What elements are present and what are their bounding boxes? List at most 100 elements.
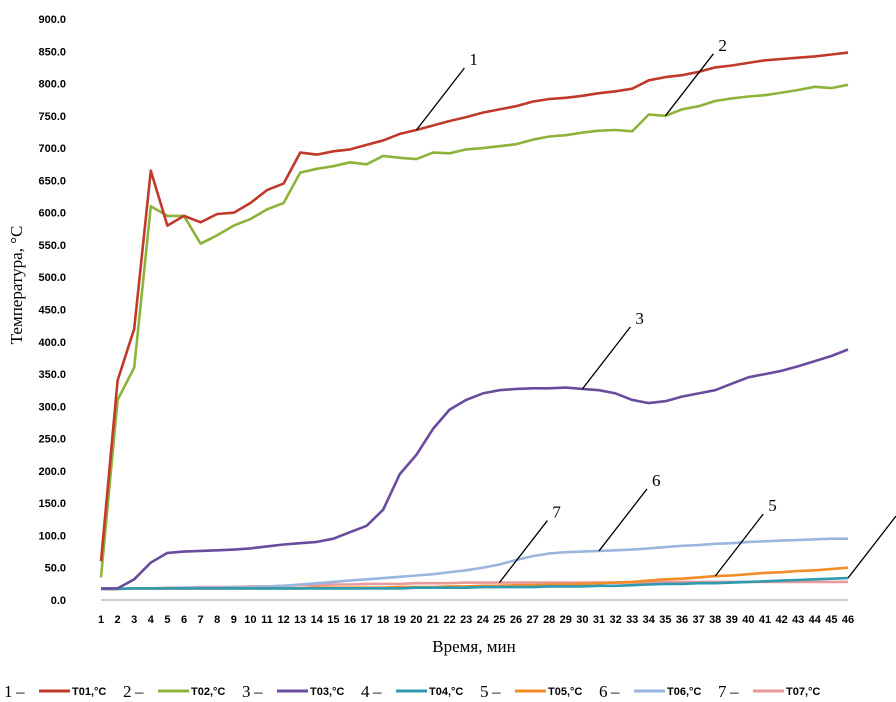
callout-label: 2 — [718, 36, 727, 55]
x-tick-label: 46 — [842, 614, 854, 626]
x-tick-label: 8 — [214, 614, 220, 626]
callout-leader — [847, 515, 896, 579]
legend-number: 1 — [4, 682, 13, 701]
y-tick-label: 400.0 — [38, 337, 66, 349]
callout-leader — [664, 53, 714, 117]
x-tick-label: 25 — [493, 614, 505, 626]
x-tick-label: 16 — [344, 614, 356, 626]
callout-label: 5 — [768, 496, 777, 515]
x-tick-label: 10 — [244, 614, 256, 626]
x-tick-label: 42 — [775, 614, 787, 626]
y-tick-label: 100.0 — [38, 530, 66, 542]
x-tick-label: 26 — [510, 614, 522, 626]
y-tick-label: 800.0 — [38, 79, 66, 91]
y-tick-label: 850.0 — [38, 46, 66, 58]
legend-dash: – — [729, 682, 739, 701]
legend-dash: – — [491, 682, 501, 701]
x-tick-label: 12 — [277, 614, 289, 626]
y-tick-label: 150.0 — [38, 498, 66, 510]
x-tick-label: 20 — [410, 614, 422, 626]
callout-label: 7 — [552, 503, 561, 522]
x-tick-label: 33 — [626, 614, 638, 626]
x-tick-label: 27 — [526, 614, 538, 626]
legend-dash: – — [15, 682, 25, 701]
x-tick-label: 40 — [742, 614, 754, 626]
series-line-2 — [99, 83, 849, 578]
legend-label: Т03,°С — [310, 686, 344, 698]
legend-number: 2 — [123, 682, 132, 701]
callout-leader — [598, 488, 648, 552]
legend-number: 7 — [718, 682, 727, 701]
y-tick-label: 200.0 — [38, 466, 66, 478]
x-tick-label: 22 — [443, 614, 455, 626]
legend-label: Т05,°С — [548, 686, 582, 698]
x-tick-label: 24 — [477, 614, 490, 626]
series-line-1 — [99, 51, 849, 562]
x-tick-label: 32 — [609, 614, 621, 626]
legend-dash: – — [610, 682, 620, 701]
x-tick-label: 5 — [164, 614, 170, 626]
legend-dash: – — [134, 682, 144, 701]
y-tick-label: 650.0 — [38, 175, 66, 187]
x-tick-label: 21 — [427, 614, 439, 626]
callout-label: 3 — [635, 309, 644, 328]
y-axis-title: Температура, °С — [7, 226, 26, 345]
y-tick-label: 750.0 — [38, 111, 66, 123]
x-tick-label: 29 — [560, 614, 572, 626]
legend-label: Т07,°С — [786, 686, 820, 698]
x-tick-label: 43 — [792, 614, 804, 626]
x-axis-ticks: 1 2 3 4 5 6 7 8 9 10 11 12 13 14 15 16 17 18 19 20 21 22 23 24 2… — [98, 614, 854, 626]
x-tick-label: 3 — [131, 614, 137, 626]
y-tick-label: 0.0 — [51, 595, 66, 607]
series-lines — [99, 51, 849, 591]
legend: 1– Т01,°С 2– Т02,°С 3– Т03,°С 4– Т04,°С 5– Т05,°С… — [4, 682, 820, 701]
x-tick-label: 37 — [692, 614, 704, 626]
legend-number: 6 — [599, 682, 608, 701]
series-line-4 — [101, 576, 849, 591]
legend-number: 5 — [480, 682, 489, 701]
legend-number: 3 — [242, 682, 251, 701]
legend-label: Т04,°С — [429, 686, 463, 698]
x-tick-label: 31 — [593, 614, 605, 626]
x-tick-label: 4 — [148, 614, 155, 626]
series-line-3 — [101, 348, 849, 590]
x-tick-label: 38 — [709, 614, 721, 626]
y-tick-label: 50.0 — [45, 563, 66, 575]
legend-label: Т01,°С — [72, 686, 106, 698]
x-tick-label: 44 — [809, 614, 822, 626]
x-tick-label: 13 — [294, 614, 306, 626]
y-tick-label: 550.0 — [38, 240, 66, 252]
y-tick-label: 300.0 — [38, 401, 66, 413]
x-tick-label: 35 — [659, 614, 671, 626]
legend-label: Т02,°С — [191, 686, 225, 698]
y-tick-label: 450.0 — [38, 305, 66, 317]
legend-label: Т06,°С — [667, 686, 701, 698]
callout-leader — [415, 67, 465, 131]
x-tick-label: 28 — [543, 614, 555, 626]
x-tick-label: 36 — [676, 614, 688, 626]
y-tick-label: 350.0 — [38, 369, 66, 381]
x-tick-label: 18 — [377, 614, 389, 626]
x-tick-label: 1 — [98, 614, 104, 626]
callout-leader — [498, 520, 548, 583]
x-tick-label: 7 — [198, 614, 204, 626]
x-tick-label: 9 — [231, 614, 237, 626]
y-tick-label: 250.0 — [38, 434, 66, 446]
legend-number: 4 — [361, 682, 370, 701]
callout-leader — [714, 513, 764, 577]
callout-label: 6 — [652, 471, 661, 490]
x-tick-label: 11 — [261, 614, 273, 626]
x-tick-label: 34 — [643, 614, 656, 626]
callout-label: 1 — [469, 50, 478, 69]
callout-leader — [581, 326, 631, 390]
x-tick-label: 30 — [576, 614, 588, 626]
x-axis-title: Время, мин — [432, 637, 515, 656]
y-tick-label: 600.0 — [38, 208, 66, 220]
y-tick-label: 700.0 — [38, 143, 66, 155]
x-tick-label: 23 — [460, 614, 472, 626]
x-tick-label: 39 — [726, 614, 738, 626]
x-tick-label: 15 — [327, 614, 339, 626]
y-axis-ticks: 0.0 50.0 100.0 150.0 200.0 250.0 300.0 350.0 400… — [38, 14, 66, 607]
